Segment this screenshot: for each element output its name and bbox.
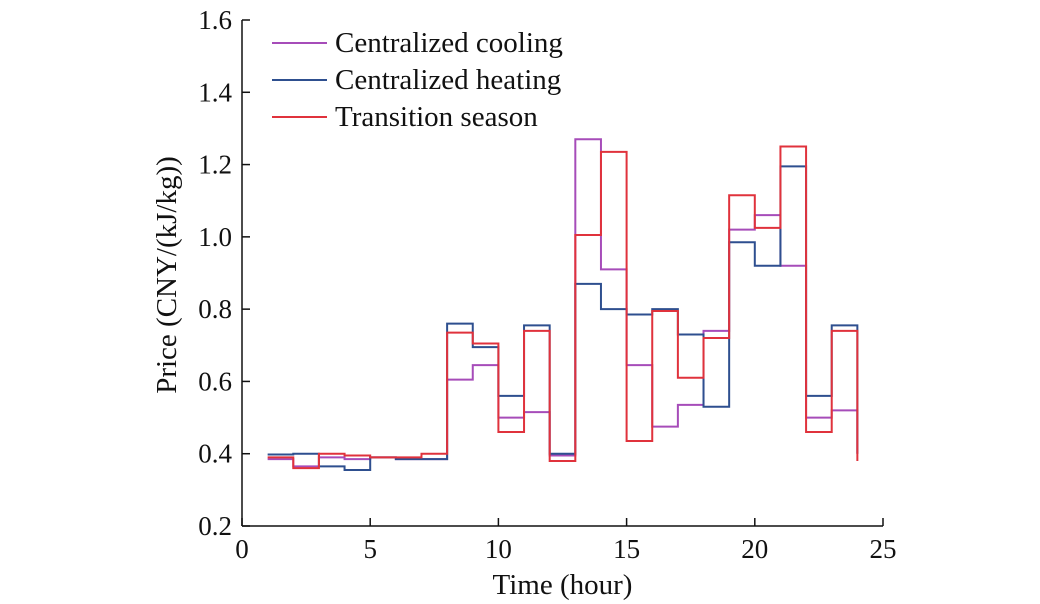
y-tick-label: 1.6 (198, 5, 232, 35)
x-tick-label: 25 (870, 534, 897, 564)
y-tick-label: 1.0 (198, 222, 232, 252)
x-axis-title: Time (hour) (493, 569, 633, 601)
x-tick-label: 5 (363, 534, 377, 564)
legend-label: Centralized cooling (335, 27, 563, 59)
y-tick-label: 1.2 (198, 150, 232, 180)
legend: Centralized cooling Centralized heating Tr… (272, 27, 563, 133)
y-tick-label: 0.2 (198, 511, 232, 541)
y-tick-label: 1.4 (198, 77, 232, 107)
y-tick-label: 0.4 (198, 439, 232, 469)
y-axis-title: Price (CNY/(kJ/kg)) (151, 156, 183, 394)
series-line-1 (267, 138, 859, 468)
legend-label: Transition season (335, 101, 538, 133)
series-line-2 (267, 165, 859, 471)
series-line-3 (267, 145, 859, 470)
x-tick-label: 10 (485, 534, 512, 564)
x-tick-label: 0 (235, 534, 249, 564)
y-tick-label: 0.6 (198, 366, 232, 396)
y-tick-label: 0.8 (198, 294, 232, 324)
legend-label: Centralized heating (335, 64, 561, 96)
x-tick-label: 15 (613, 534, 640, 564)
series-lines (267, 138, 859, 471)
axes: 0 5 10 15 20 25 0.2 0.4 0.6 0.8 1.0 1.2 1.4 1.6 (198, 5, 896, 564)
x-tick-label: 20 (741, 534, 768, 564)
